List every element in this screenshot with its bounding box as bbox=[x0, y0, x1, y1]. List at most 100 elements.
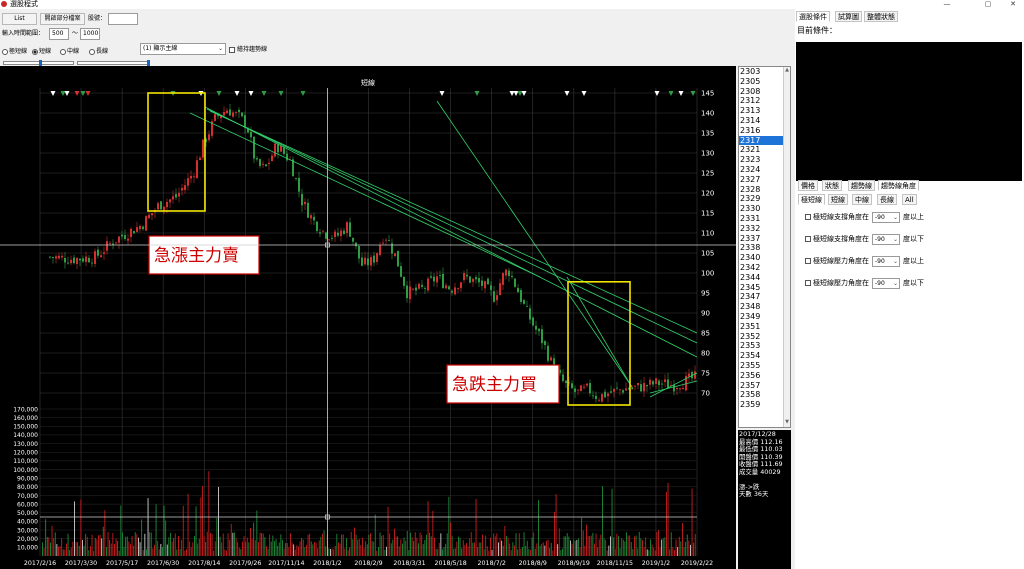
trend-checkbox[interactable]: 繪持趨勢線 bbox=[229, 45, 267, 55]
stock-code-item[interactable]: 2354 bbox=[740, 351, 761, 361]
stock-code-item[interactable]: 2328 bbox=[740, 184, 761, 194]
radio-mid[interactable]: 中線 bbox=[60, 47, 79, 57]
stock-code-item[interactable]: 2342 bbox=[740, 262, 761, 272]
volume-bar bbox=[227, 533, 229, 556]
checkbox-icon[interactable] bbox=[805, 258, 811, 264]
stock-code-item[interactable]: 2303 bbox=[740, 67, 761, 76]
condition-row[interactable]: 極短線支撐角度在 -90 ⌄ 度以下 bbox=[805, 233, 924, 245]
volume-bar bbox=[678, 536, 680, 556]
stock-code-item[interactable]: 2357 bbox=[740, 380, 761, 390]
condition-row[interactable]: 極短線壓力角度在 -90 ⌄ 度以下 bbox=[805, 277, 924, 289]
angle-select[interactable]: -90 ⌄ bbox=[872, 255, 900, 267]
tab-all[interactable]: All bbox=[902, 194, 917, 205]
angle-select[interactable]: -90 ⌄ bbox=[872, 277, 900, 289]
radio-very-short[interactable]: 極短線 bbox=[2, 47, 27, 57]
radio-short[interactable]: 短線 bbox=[32, 47, 51, 57]
tab-price[interactable]: 價格 bbox=[798, 180, 818, 191]
stock-code-item[interactable]: 2314 bbox=[740, 115, 761, 125]
stock-code-item[interactable]: 2331 bbox=[740, 213, 761, 223]
stock-code-item[interactable]: 2323 bbox=[740, 155, 761, 165]
range-slider-right[interactable] bbox=[77, 60, 150, 66]
volume-bar bbox=[418, 543, 419, 556]
checkbox-icon[interactable] bbox=[805, 214, 811, 220]
tab-trendline[interactable]: 趨勢線 bbox=[848, 180, 875, 191]
stock-code-item[interactable]: 2329 bbox=[740, 194, 761, 204]
checkbox-icon[interactable] bbox=[805, 236, 811, 242]
stock-code-item[interactable]: 2351 bbox=[740, 321, 761, 331]
scroll-down-icon[interactable]: ▼ bbox=[785, 419, 789, 425]
tab-very-short[interactable]: 極短線 bbox=[798, 194, 825, 205]
tab-mid[interactable]: 中線 bbox=[852, 194, 872, 205]
stock-code-item[interactable]: 2340 bbox=[740, 253, 761, 263]
stock-code-item[interactable]: 2352 bbox=[740, 331, 761, 341]
volume-bar bbox=[381, 535, 383, 556]
stock-code-item[interactable]: 2355 bbox=[740, 360, 761, 370]
stock-code-item[interactable]: 2327 bbox=[740, 174, 761, 184]
range-from-input[interactable]: 500 bbox=[49, 28, 69, 40]
stock-code-item[interactable]: 2316 bbox=[740, 125, 761, 135]
volume-bar bbox=[50, 542, 51, 556]
list-scrollbar[interactable]: ▲ ▼ bbox=[783, 67, 790, 427]
volume-bar bbox=[99, 534, 101, 556]
candle-body bbox=[226, 110, 228, 114]
scroll-up-icon[interactable]: ▲ bbox=[785, 67, 789, 73]
stock-code-item[interactable]: 2359 bbox=[740, 400, 761, 410]
maximize-icon[interactable]: ▢ bbox=[984, 0, 992, 8]
volume-bar bbox=[626, 532, 627, 556]
angle-select[interactable]: -90 ⌄ bbox=[872, 233, 900, 245]
stock-code-item[interactable]: 2353 bbox=[740, 341, 761, 351]
volume-bar bbox=[552, 550, 554, 556]
condition-row[interactable]: 極短線支撐角度在 -90 ⌄ 度以上 bbox=[805, 211, 924, 223]
stock-code-item[interactable]: 2349 bbox=[740, 311, 761, 321]
stock-code-item[interactable]: 2348 bbox=[740, 302, 761, 312]
volume-bar bbox=[94, 537, 96, 556]
slider-thumb[interactable] bbox=[147, 60, 150, 66]
close-icon[interactable]: ✕ bbox=[1010, 0, 1016, 8]
stock-code-item[interactable]: 2312 bbox=[740, 96, 761, 106]
stock-no-input[interactable] bbox=[108, 13, 138, 25]
tab-overall-status[interactable]: 整體狀態 bbox=[864, 11, 898, 22]
stock-code-item[interactable]: 2330 bbox=[740, 204, 761, 214]
stock-code-item[interactable]: 2337 bbox=[740, 233, 761, 243]
stock-code-item[interactable]: 2345 bbox=[740, 282, 761, 292]
stock-code-list[interactable]: 2303 2305 2308 2312 2313 2314 2316 2317 2321 2323… bbox=[738, 66, 791, 428]
tab-status[interactable]: 狀態 bbox=[822, 180, 842, 191]
minimize-icon[interactable]: — bbox=[943, 0, 951, 8]
display-select[interactable]: (1) 顯示主線 ⌄ bbox=[140, 43, 226, 55]
volume-bar bbox=[512, 542, 514, 556]
checkbox-icon[interactable] bbox=[805, 280, 811, 286]
candle-body bbox=[514, 278, 516, 287]
tab-short[interactable]: 短線 bbox=[828, 194, 848, 205]
list-button[interactable]: List bbox=[2, 13, 37, 25]
stock-code-item[interactable]: 2313 bbox=[740, 106, 761, 116]
tab-long[interactable]: 長線 bbox=[877, 194, 897, 205]
radio-long[interactable]: 長線 bbox=[89, 47, 108, 57]
stock-code-item[interactable]: 2324 bbox=[740, 164, 761, 174]
range-slider-left[interactable] bbox=[3, 60, 74, 66]
open-file-button[interactable]: 開啟部分檔案 bbox=[40, 13, 85, 25]
range-to-input[interactable]: 1000 bbox=[80, 28, 100, 40]
stock-code-item[interactable]: 2317 bbox=[739, 135, 790, 146]
stock-code-item[interactable]: 2356 bbox=[740, 370, 761, 380]
stock-code-item[interactable]: 2338 bbox=[740, 243, 761, 253]
condition-row[interactable]: 極短線壓力角度在 -90 ⌄ 度以上 bbox=[805, 255, 924, 267]
stock-code-item[interactable]: 2305 bbox=[740, 76, 761, 86]
stock-code-item[interactable]: 2347 bbox=[740, 292, 761, 302]
candle-body bbox=[148, 214, 150, 219]
volume-bar bbox=[198, 538, 200, 556]
stock-code-item[interactable]: 2344 bbox=[740, 272, 761, 282]
tab-select-conditions[interactable]: 選股條件 bbox=[796, 11, 830, 22]
tab-trendline-angle[interactable]: 趨勢線角度 bbox=[878, 180, 919, 191]
candle-body bbox=[421, 284, 423, 287]
stock-code-item[interactable]: 2308 bbox=[740, 86, 761, 96]
candle-body bbox=[655, 378, 657, 384]
volume-bar bbox=[467, 546, 469, 556]
candle-body bbox=[574, 388, 576, 392]
stock-code-item[interactable]: 2358 bbox=[740, 390, 761, 400]
stock-code-item[interactable]: 2332 bbox=[740, 223, 761, 233]
angle-select[interactable]: -90 ⌄ bbox=[872, 211, 900, 223]
tab-trial-chart[interactable]: 試算圖 bbox=[835, 11, 862, 22]
stock-code-item[interactable]: 2321 bbox=[740, 145, 761, 155]
slider-thumb[interactable] bbox=[39, 60, 42, 66]
